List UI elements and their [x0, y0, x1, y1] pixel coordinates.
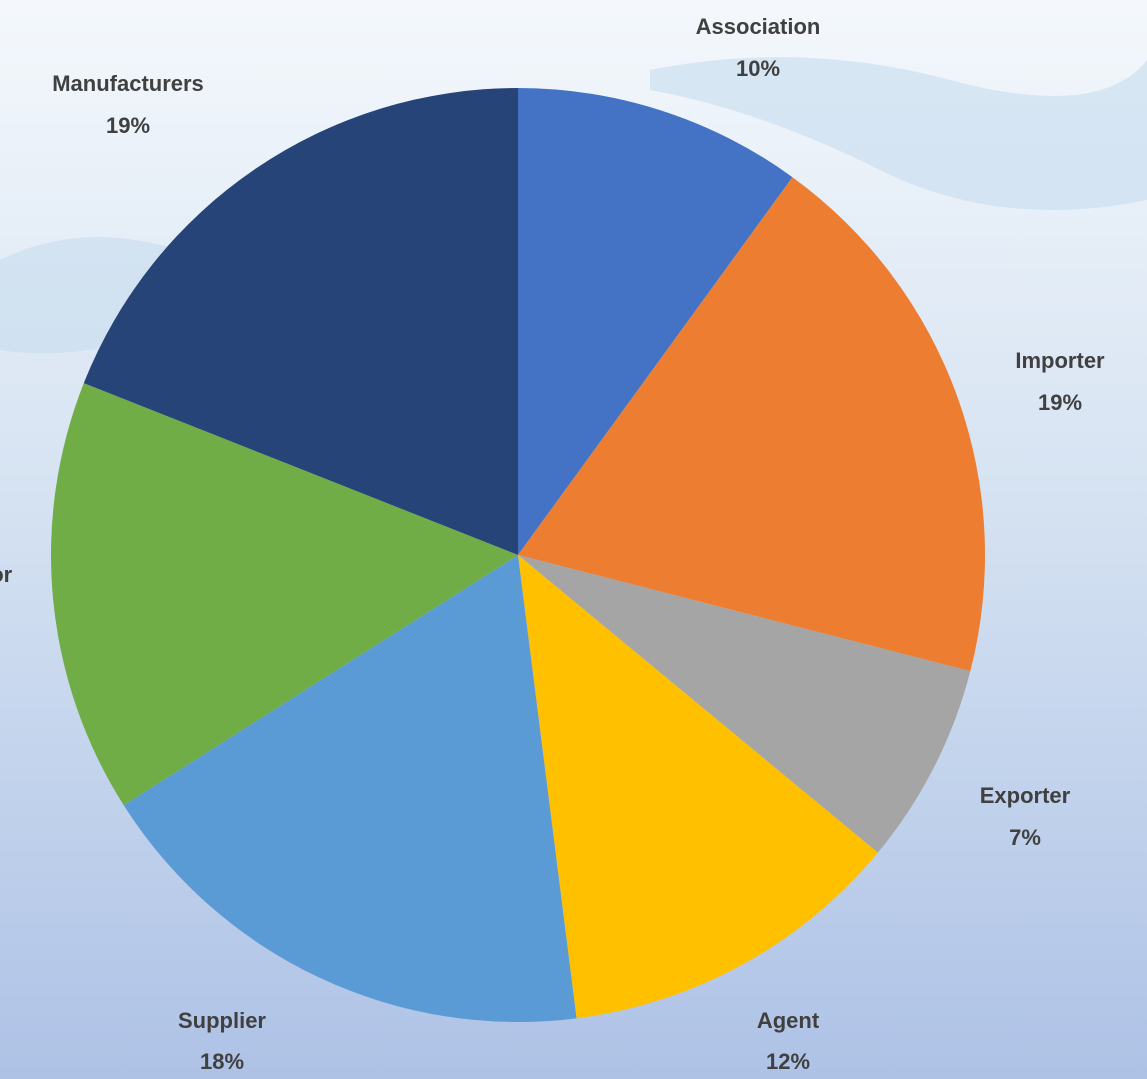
value-label: 10% — [736, 56, 780, 81]
slice-label: Agent — [757, 1008, 820, 1033]
slice-label: Importer — [1015, 348, 1105, 373]
slice-label: Manufacturers — [52, 71, 204, 96]
slice-label: Exporter — [980, 783, 1071, 808]
pie-slice — [518, 177, 985, 672]
pie-slice — [518, 555, 878, 1019]
value-label: 18% — [200, 1049, 244, 1074]
pie-slice — [518, 88, 793, 555]
pie-slice — [50, 383, 518, 806]
slice-label: Distributor — [0, 562, 13, 587]
pie-slice — [123, 555, 577, 1022]
value-label: 19% — [106, 113, 150, 138]
slice-label: Supplier — [178, 1008, 266, 1033]
value-label: 12% — [766, 1049, 810, 1074]
water-decoration — [650, 57, 1147, 211]
value-label: 19% — [1038, 390, 1082, 415]
value-label: 7% — [1009, 825, 1041, 850]
slice-label: Association — [696, 14, 821, 39]
pie-slice — [83, 88, 519, 555]
pie-slice — [518, 555, 971, 853]
